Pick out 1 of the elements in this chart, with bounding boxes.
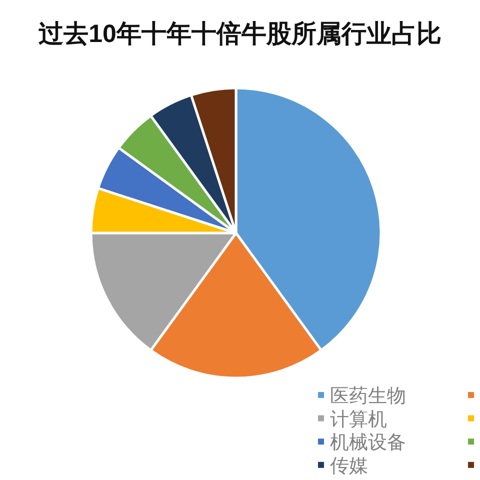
title: 过去10年十年十倍牛股所属行业占比	[38, 20, 442, 48]
